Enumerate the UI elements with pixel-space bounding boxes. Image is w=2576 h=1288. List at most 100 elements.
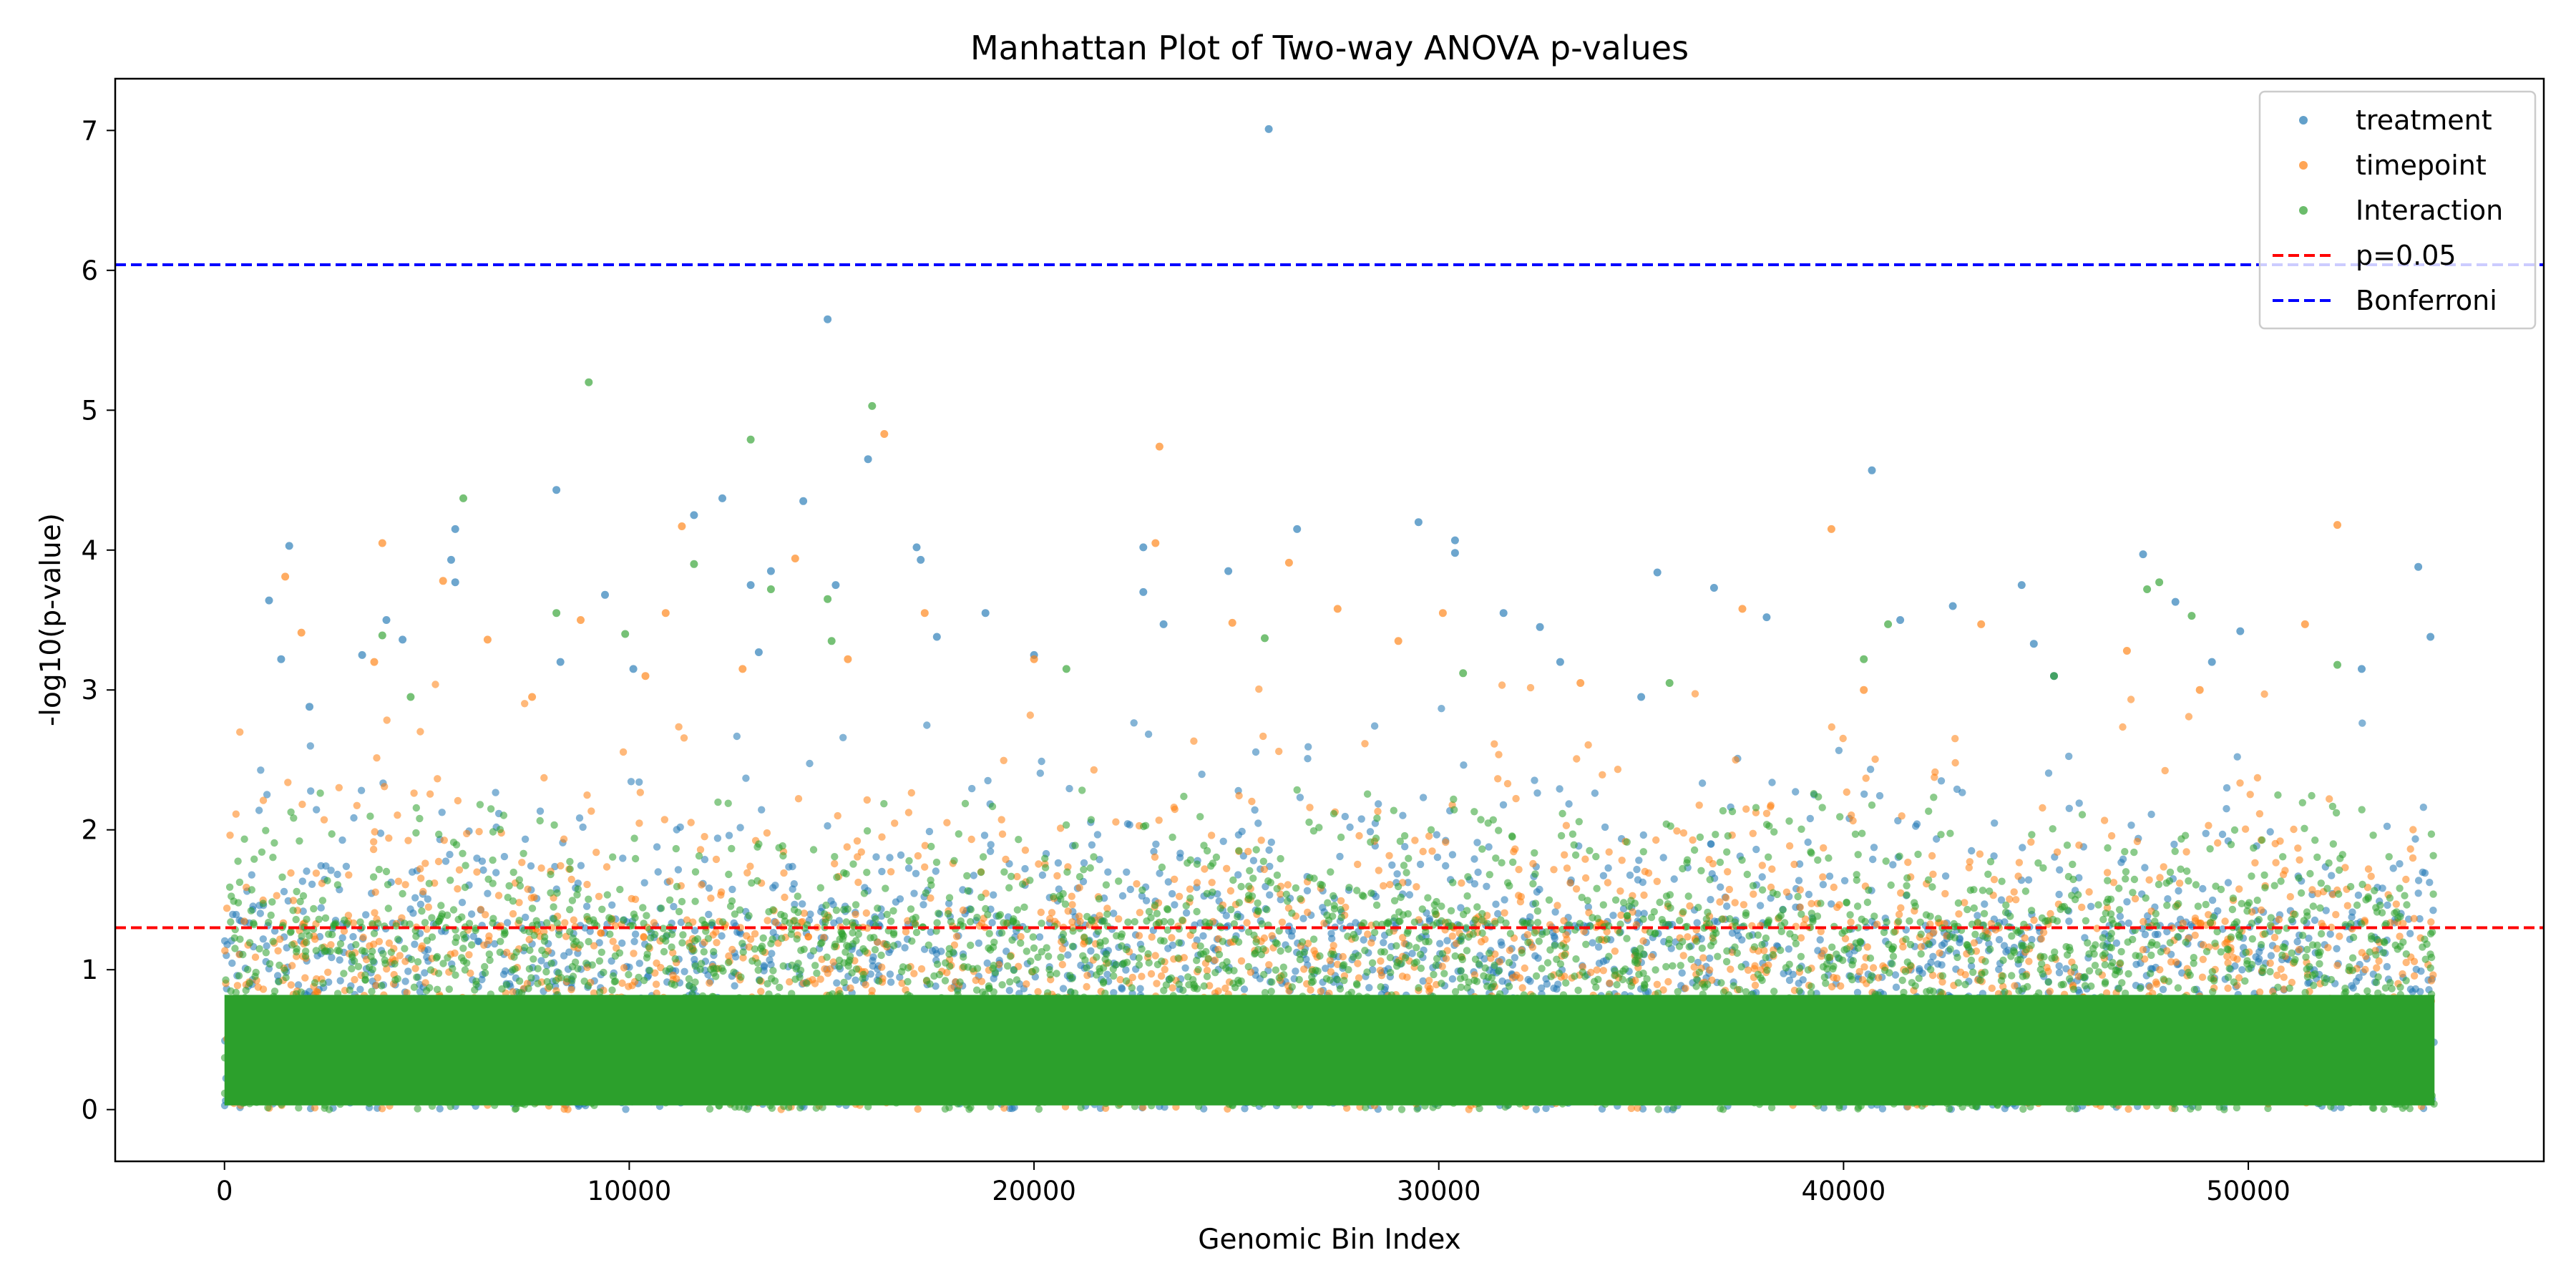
bulk-point xyxy=(1238,827,1246,836)
bulk-point xyxy=(987,841,995,849)
bulk-point xyxy=(1706,966,1714,974)
bulk-point xyxy=(789,862,796,871)
bulk-point xyxy=(1991,819,1999,827)
bulk-point xyxy=(1928,852,1936,860)
bulk-point xyxy=(2333,962,2341,970)
bulk-point xyxy=(1116,975,1124,984)
bulk-point xyxy=(324,968,332,977)
bulk-point xyxy=(990,891,997,899)
bulk-point xyxy=(1260,865,1269,874)
bulk-point xyxy=(631,854,640,863)
bulk-point xyxy=(771,882,779,889)
bulk-point xyxy=(469,932,477,940)
bulk-point xyxy=(2087,902,2095,911)
bulk-point xyxy=(2014,872,2022,880)
bulk-point xyxy=(831,859,839,868)
bulk-point xyxy=(2253,774,2262,782)
bulk-point xyxy=(1008,1104,1016,1113)
bulk-point xyxy=(1222,912,1231,919)
bulk-point xyxy=(2336,932,2343,940)
bulk-point xyxy=(273,892,280,899)
bulk-point xyxy=(1049,892,1058,901)
bulk-point xyxy=(411,965,419,972)
bulk-point xyxy=(1717,883,1724,891)
bulk-point xyxy=(375,937,384,946)
bulk-point xyxy=(1126,821,1133,829)
bulk-point xyxy=(1529,859,1537,868)
bulk-point xyxy=(2141,930,2150,939)
bulk-point xyxy=(925,827,934,836)
bulk-point xyxy=(1758,862,1766,869)
bulk-point xyxy=(1075,912,1083,920)
bulk-point xyxy=(503,948,511,957)
bulk-point xyxy=(967,905,975,914)
bulk-point xyxy=(751,930,759,938)
bulk-point xyxy=(1252,748,1260,756)
bulk-point xyxy=(1547,972,1555,980)
bulk-point xyxy=(1892,983,1901,991)
bulk-point xyxy=(669,949,677,957)
bulk-point xyxy=(1268,932,1276,940)
bulk-point xyxy=(1104,868,1112,876)
bulk-point xyxy=(1251,806,1259,814)
bulk-point xyxy=(660,816,668,824)
bulk-point xyxy=(1017,932,1025,941)
bulk-point xyxy=(1171,875,1179,884)
bulk-point xyxy=(313,806,321,814)
bulk-point xyxy=(1419,847,1427,856)
bulk-point xyxy=(2131,894,2140,903)
bulk-point xyxy=(1243,919,1251,927)
bulk-point xyxy=(1355,831,1363,840)
bulk-point xyxy=(1457,904,1465,912)
bulk-point xyxy=(763,917,771,924)
bulk-point xyxy=(424,903,432,911)
bulk-point xyxy=(967,835,975,844)
bulk-point xyxy=(1182,909,1191,917)
bulk-point xyxy=(2159,985,2167,994)
bulk-point xyxy=(509,988,517,996)
bulk-point xyxy=(1690,963,1698,971)
bulk-point xyxy=(1871,755,1879,763)
bulk-point xyxy=(1367,939,1375,947)
bulk-point xyxy=(384,904,392,912)
bulk-point xyxy=(901,944,909,952)
bulk-point xyxy=(2198,973,2207,981)
bulk-point xyxy=(878,867,886,876)
bulk-point xyxy=(2055,969,2064,977)
bulk-point xyxy=(1135,932,1143,940)
bulk-point xyxy=(1969,968,1977,977)
bulk-point xyxy=(769,929,777,937)
bulk-point xyxy=(1404,879,1412,887)
bulk-point xyxy=(2025,957,2033,965)
bulk-point xyxy=(1572,885,1581,893)
bulk-point xyxy=(896,973,904,981)
bulk-point xyxy=(2046,909,2054,918)
bulk-point xyxy=(804,933,813,941)
bulk-point xyxy=(1364,930,1372,938)
bulk-point xyxy=(680,967,688,976)
bulk-point xyxy=(2010,888,2018,896)
bulk-point xyxy=(628,894,635,903)
bulk-point xyxy=(2124,919,2132,927)
bulk-point xyxy=(2102,989,2111,997)
bulk-point xyxy=(1961,899,1968,907)
bulk-point xyxy=(1191,942,1199,950)
bulk-point xyxy=(1122,966,1130,974)
bulk-point xyxy=(1917,943,1925,951)
bulk-point xyxy=(1168,934,1176,942)
bulk-point xyxy=(595,892,603,901)
bulk-point xyxy=(1835,901,1843,909)
bulk-point xyxy=(1560,917,1568,925)
bulk-point xyxy=(1193,879,1201,887)
bulk-point xyxy=(454,796,462,805)
bulk-point xyxy=(767,960,775,969)
bulk-point xyxy=(356,985,364,993)
bulk-point xyxy=(1021,864,1029,873)
bulk-point xyxy=(2410,914,2418,922)
bulk-point xyxy=(627,778,635,786)
bulk-point xyxy=(417,874,425,882)
bulk-point xyxy=(843,843,852,851)
bulk-point xyxy=(1223,864,1231,873)
bulk-point xyxy=(228,959,236,967)
bulk-point xyxy=(937,947,945,955)
